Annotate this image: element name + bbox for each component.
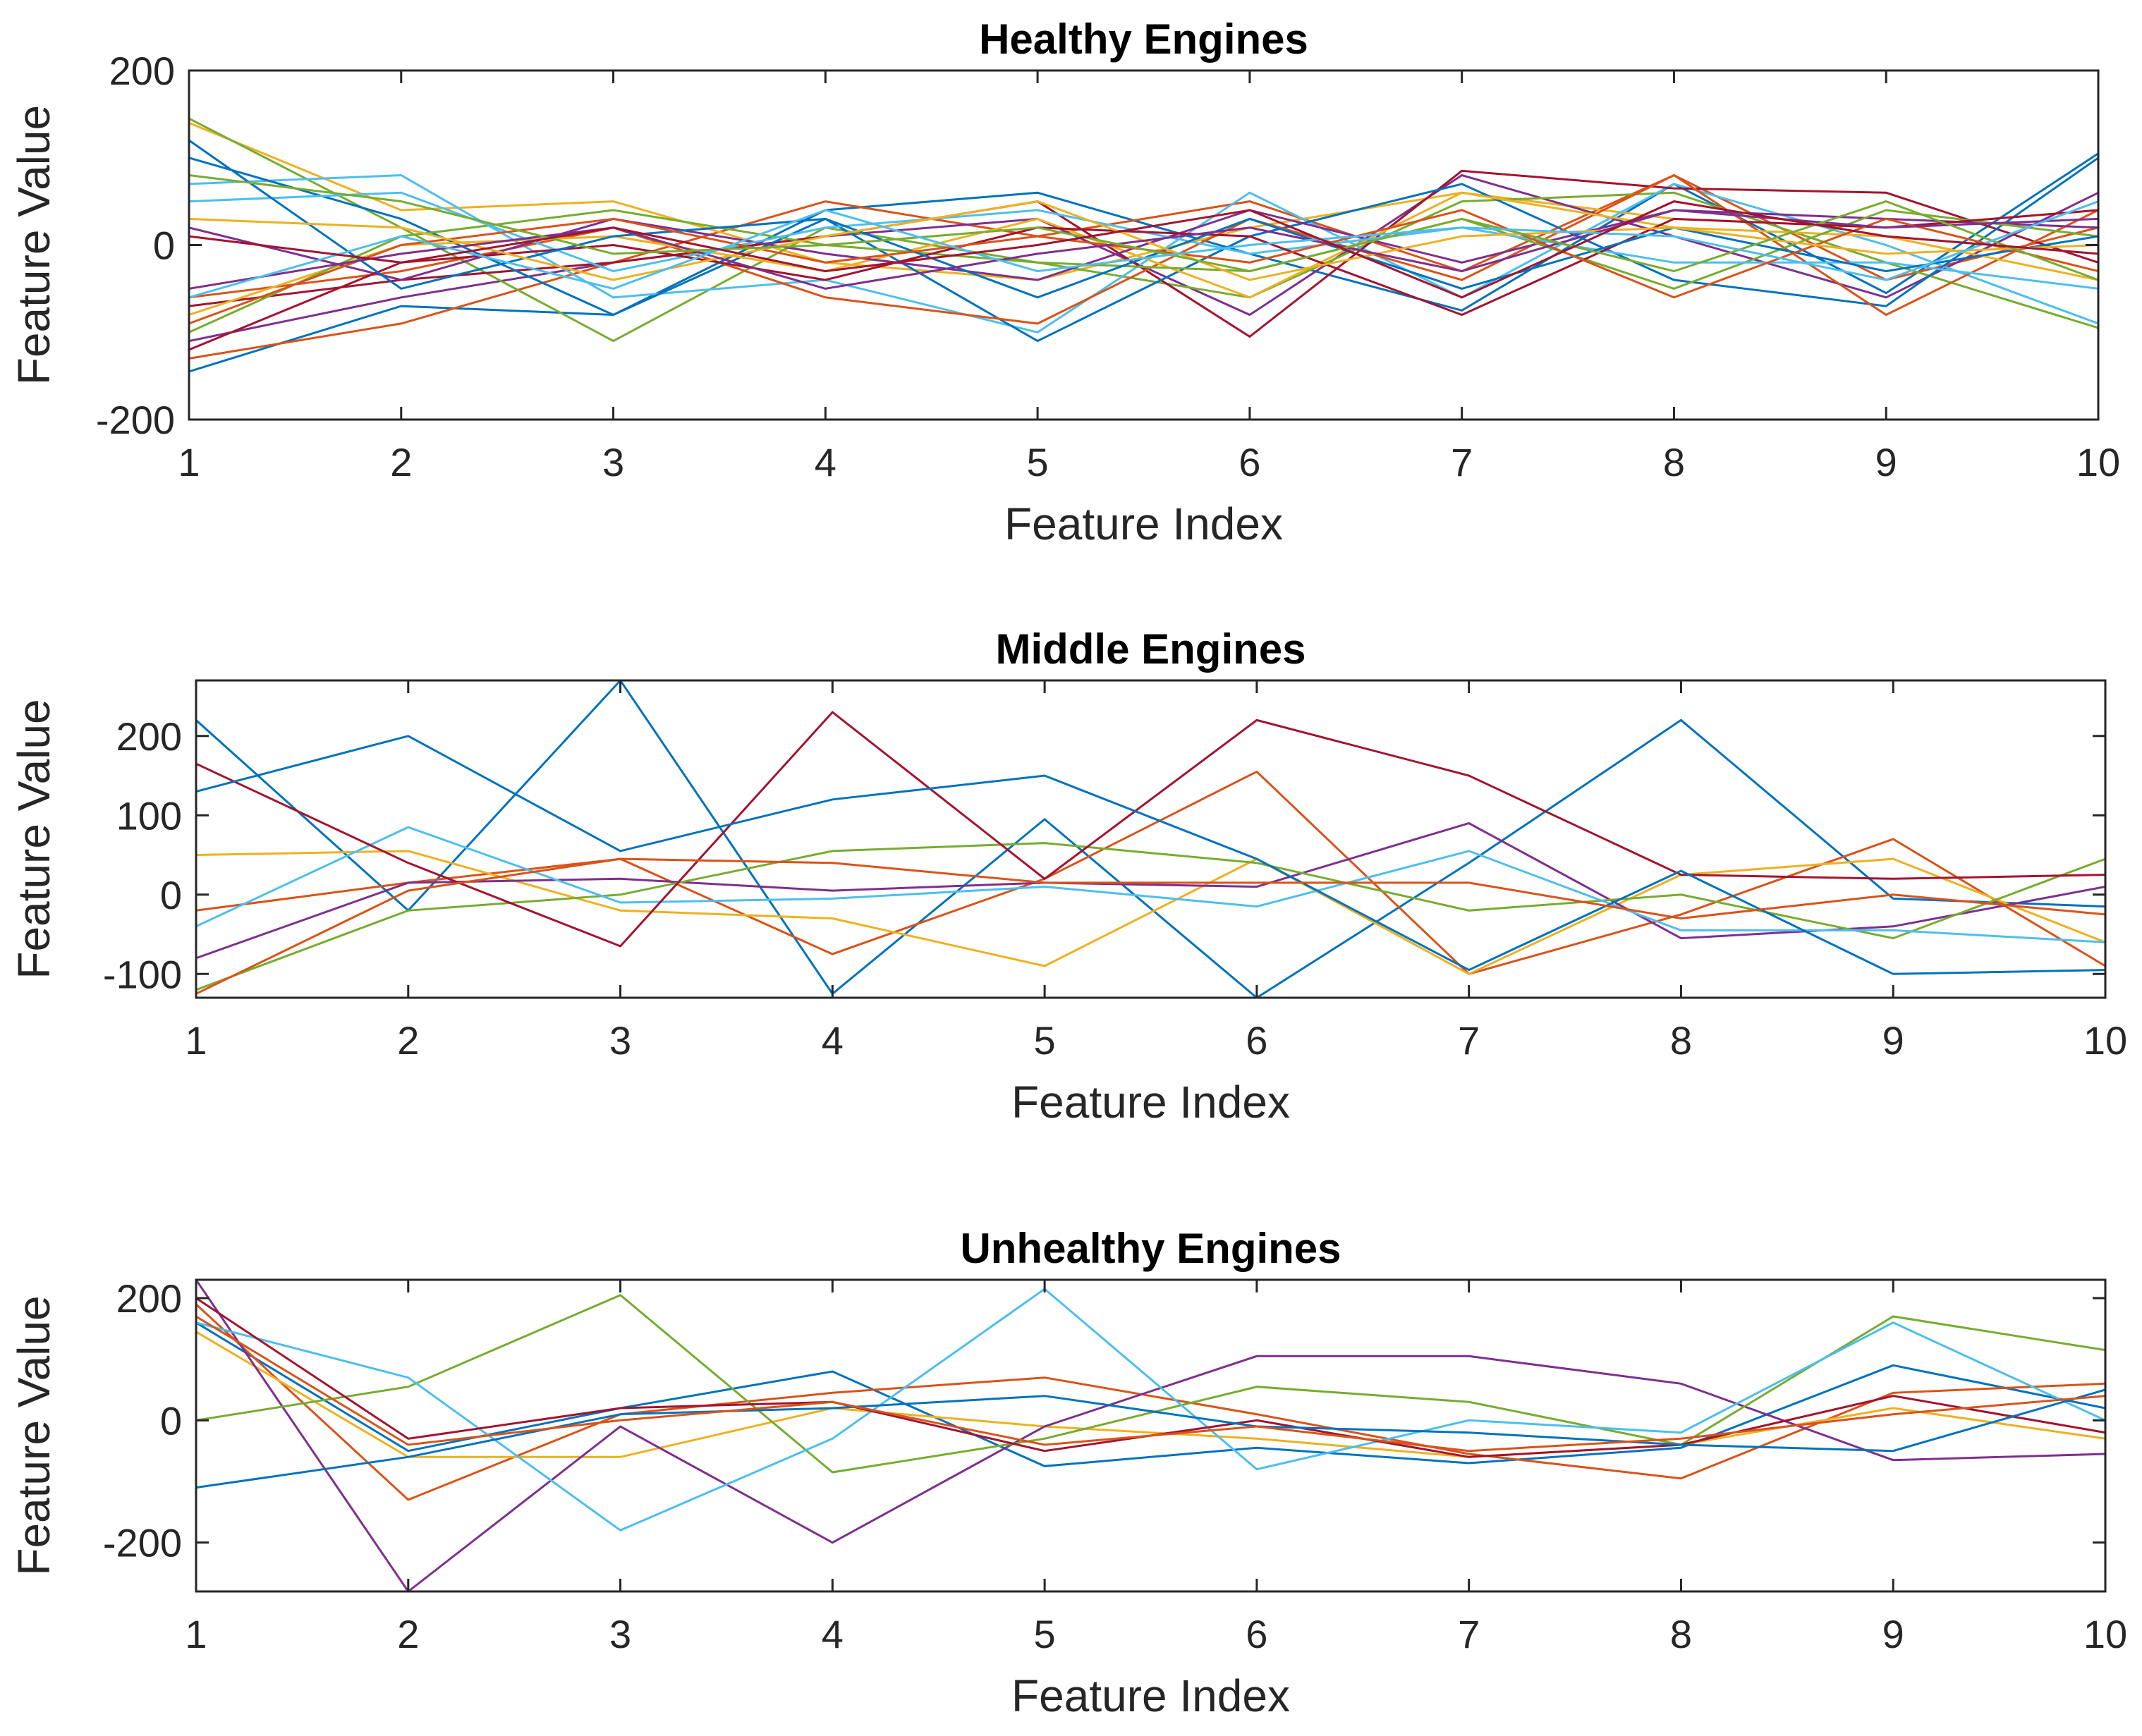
y-tick-label: -200: [103, 1521, 182, 1565]
series-line-s6: [196, 826, 2105, 943]
series-line-s5: [196, 1293, 2105, 1474]
x-tick-label: 4: [822, 1018, 844, 1063]
plot-frame: [195, 679, 2107, 999]
x-tick-label: 7: [1458, 1018, 1480, 1063]
y-tick-label: -100: [103, 952, 182, 996]
series-group: [196, 1280, 2105, 1591]
y-tick-label: 200: [116, 714, 182, 759]
series-line-s1: [189, 152, 2098, 373]
series-line-s5: [196, 842, 2105, 991]
series-line-s6: [196, 1288, 2105, 1532]
x-tick-label: 7: [1458, 1612, 1480, 1656]
series-line-s3: [196, 850, 2105, 975]
x-tick-label: 5: [1034, 1612, 1056, 1656]
x-tick-label: 5: [1027, 440, 1049, 484]
series-line-s8: [189, 157, 2098, 343]
series-group: [196, 680, 2105, 998]
unhealthy-engines-panel: 1 2 3 4 5 6 7 8 9 10 -200 0 200 Unhealthy Engines Feat…: [8, 1225, 2127, 1721]
series-line-s11: [189, 209, 2098, 281]
y-axis-label: Feature Value: [8, 1295, 59, 1575]
y-axis-label: Feature Value: [8, 105, 59, 385]
series-line-s2: [196, 1303, 2105, 1501]
x-tick-label: 4: [815, 440, 836, 484]
x-tick-label: 2: [390, 440, 412, 484]
x-axis-label: Feature Index: [1011, 1670, 1290, 1721]
series-line-s9: [196, 1315, 2105, 1453]
series-line-s20: [189, 200, 2098, 299]
x-tick-label: 6: [1246, 1018, 1267, 1063]
x-tick-label: 9: [1882, 1018, 1904, 1063]
series-line-s1: [196, 680, 2105, 998]
series-line-s5: [189, 117, 2098, 343]
y-tick-label: 0: [160, 873, 182, 917]
series-line-s19: [189, 174, 2098, 281]
plot-frame: [195, 1278, 2107, 1593]
x-tick-label: 3: [602, 440, 624, 484]
series-line-s9: [196, 857, 2105, 995]
series-line-s4: [196, 1280, 2105, 1591]
x-tick-label: 3: [609, 1018, 631, 1063]
y-tick-label: -200: [96, 398, 175, 442]
series-line-s7: [196, 710, 2105, 948]
middle-engines-panel: 1 2 3 4 5 6 7 8 9 10 -100 0 100 200 Middle Engines Feat…: [8, 625, 2127, 1127]
chart-title: Healthy Engines: [979, 16, 1308, 63]
series-line-s7: [189, 169, 2098, 338]
x-tick-label: 2: [397, 1612, 419, 1656]
healthy-engines-panel: 1 2 3 4 5 6 7 8 9 10 -200 0 200 Healthy Engines Featur…: [8, 16, 2120, 549]
x-tick-label: 1: [185, 1612, 207, 1656]
x-axis-label: Feature Index: [1011, 1077, 1290, 1127]
y-tick-label: 100: [116, 793, 182, 838]
y-axis-label: Feature Value: [8, 699, 59, 979]
x-tick-label: 7: [1451, 440, 1473, 484]
x-tick-label: 6: [1246, 1612, 1267, 1656]
series-line-s21: [189, 200, 2098, 299]
x-tick-label: 9: [1875, 440, 1897, 484]
y-tick-label: 200: [109, 49, 175, 93]
x-tick-label: 6: [1239, 440, 1260, 484]
x-tick-label: 1: [178, 440, 200, 484]
series-line-s4: [196, 821, 2105, 960]
chart-title: Unhealthy Engines: [960, 1225, 1341, 1272]
chart-title: Middle Engines: [995, 625, 1306, 673]
x-tick-label: 5: [1034, 1018, 1056, 1063]
series-line-s1: [196, 1321, 2105, 1467]
x-tick-label: 10: [2076, 440, 2120, 484]
series-group: [189, 117, 2098, 373]
x-tick-label: 8: [1670, 1018, 1692, 1063]
x-tick-label: 10: [2083, 1018, 2127, 1063]
y-tick-label: 0: [160, 1398, 182, 1443]
x-axis-label: Feature Index: [1004, 499, 1283, 549]
x-tick-label: 4: [822, 1612, 844, 1656]
x-tick-label: 9: [1882, 1612, 1904, 1656]
y-tick-label: 200: [116, 1276, 182, 1321]
x-tick-label: 8: [1670, 1612, 1692, 1656]
x-tick-label: 2: [397, 1018, 419, 1063]
x-tick-label: 3: [609, 1612, 631, 1656]
y-tick-label: 0: [153, 224, 175, 268]
x-tick-label: 10: [2083, 1612, 2127, 1656]
x-tick-label: 1: [185, 1018, 207, 1063]
series-line-s8: [196, 1388, 2105, 1489]
x-tick-label: 8: [1663, 440, 1685, 484]
series-line-s8: [196, 735, 2105, 975]
